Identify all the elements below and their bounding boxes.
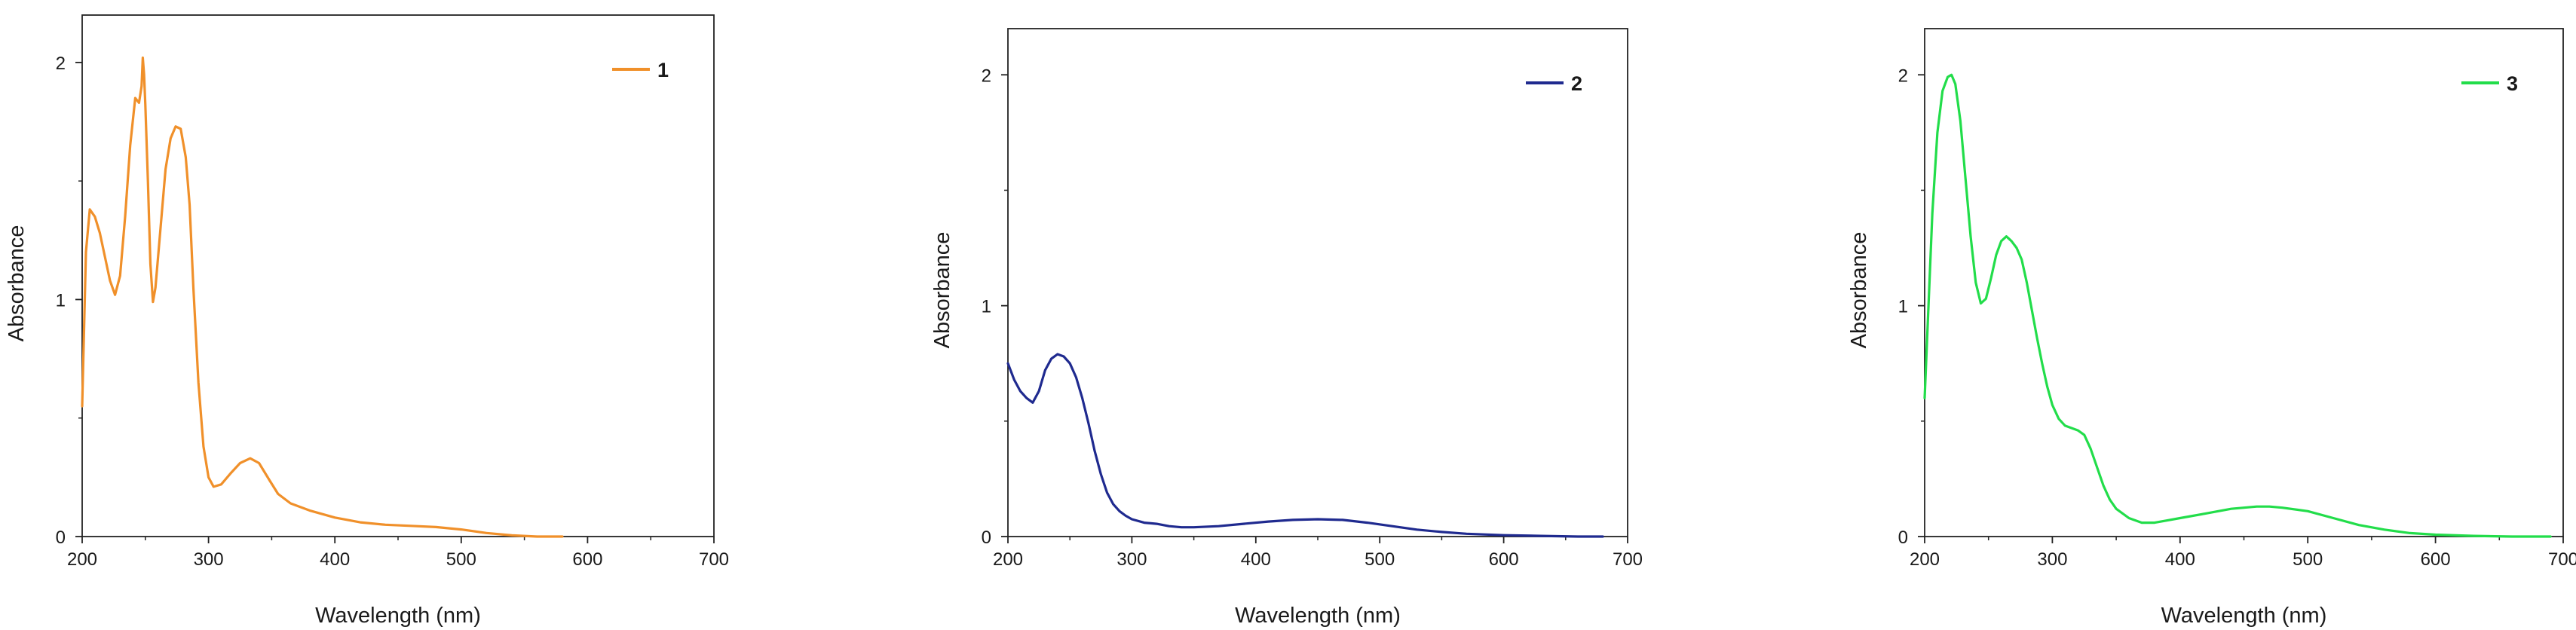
y-tick-label: 1 [1898,297,1908,317]
y-tick-label: 2 [56,54,66,74]
series-line-1 [81,57,564,538]
legend-label: 2 [1571,72,1582,95]
legend-label: 3 [2507,72,2518,95]
plot-frame [1924,28,2564,537]
y-axis-label: Absorbance [5,225,29,342]
x-tick-label: 200 [1910,549,1940,570]
y-tick-label: 0 [1898,528,1908,548]
x-tick-label: 600 [1489,549,1519,570]
chart-panel-1: 200 300 400 500 600 700 0 1 2 Wavelength (nm) Abso… [5,14,729,628]
x-tick-label: 300 [1116,549,1147,570]
x-tick-label: 600 [572,549,602,570]
x-tick-label: 500 [446,549,476,570]
x-tick-label: 700 [699,549,729,570]
x-axis-label: Wavelength (nm) [2161,604,2327,628]
x-tick-label: 300 [194,549,224,570]
x-axis-label: Wavelength (nm) [1235,604,1401,628]
y-tick-label: 1 [56,290,66,310]
x-tick-label: 500 [2293,549,2323,570]
plot-frame [1007,28,1628,537]
series-line-2 [1006,353,1604,538]
x-tick-label: 400 [2165,549,2195,570]
chart-panel-2: 200 300 400 500 600 700 0 1 2 Wavelength (nm) Abso… [930,28,1643,628]
y-axis-label: Absorbance [1847,232,1871,349]
x-axis-label: Wavelength (nm) [315,604,481,628]
chart-panel-3: 200 300 400 500 600 700 0 1 2 Wavelength (nm) Abso… [1847,28,2576,628]
y-tick-label: 1 [982,297,991,317]
y-tick-label: 0 [56,528,66,548]
y-tick-label: 0 [982,528,991,548]
plot-frame [81,14,715,537]
x-tick-label: 400 [1241,549,1271,570]
x-tick-label: 700 [2548,549,2576,570]
series-line-3 [1923,73,2552,538]
x-tick-label: 500 [1365,549,1395,570]
legend-label: 1 [657,59,669,81]
x-tick-label: 200 [993,549,1023,570]
x-tick-label: 700 [1613,549,1643,570]
x-tick-label: 400 [320,549,350,570]
y-tick-label: 2 [982,66,991,86]
x-tick-label: 300 [2037,549,2067,570]
y-tick-label: 2 [1898,66,1908,86]
y-axis-label: Absorbance [930,232,954,349]
x-tick-label: 600 [2421,549,2451,570]
x-tick-label: 200 [67,549,97,570]
